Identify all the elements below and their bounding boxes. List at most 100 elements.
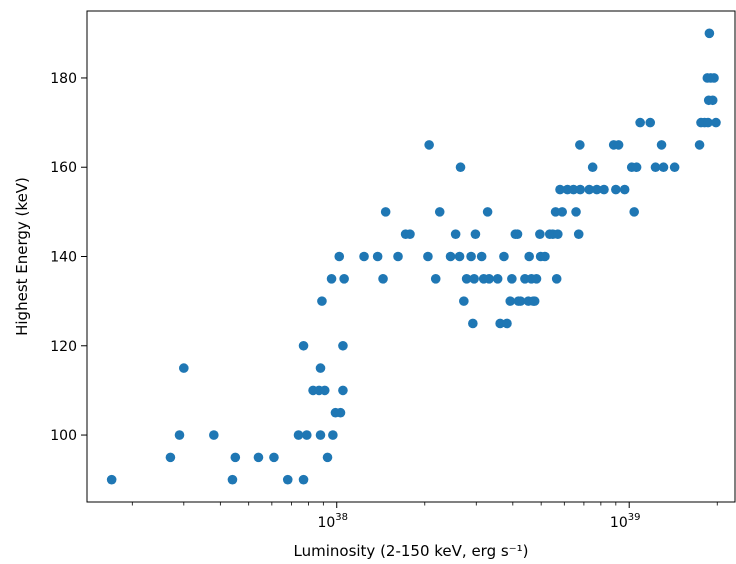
data-point: [317, 296, 327, 306]
data-point: [584, 184, 595, 195]
data-point: [707, 95, 718, 106]
data-point: [535, 229, 545, 239]
data-point: [492, 274, 503, 284]
data-point: [469, 274, 479, 284]
data-point: [165, 452, 176, 463]
y-tick-label: 180: [50, 71, 77, 87]
data-point: [378, 274, 388, 284]
data-point: [635, 117, 645, 128]
data-point: [669, 162, 680, 173]
data-point: [555, 184, 565, 195]
data-point: [505, 296, 516, 306]
data-point: [482, 207, 493, 217]
y-axis-ticks: 100 120 140 160 180: [50, 71, 87, 444]
data-point: [430, 274, 441, 284]
data-point: [658, 162, 669, 173]
data-point: [656, 140, 667, 150]
data-point: [338, 340, 348, 351]
y-tick-label: 100: [50, 428, 77, 444]
data-point: [380, 207, 391, 217]
data-point: [619, 184, 630, 195]
data-point: [468, 318, 478, 329]
data-point: [359, 251, 369, 262]
data-point: [454, 251, 465, 262]
data-point: [445, 251, 456, 262]
y-tick-label: 160: [50, 160, 77, 176]
data-point: [573, 229, 584, 239]
data-point: [529, 296, 540, 306]
data-point: [301, 430, 312, 440]
data-point: [174, 430, 185, 440]
data-point: [319, 385, 330, 396]
data-point: [587, 162, 598, 173]
data-point: [230, 452, 241, 463]
data-point: [631, 162, 642, 173]
data-point: [484, 274, 494, 284]
data-point: [550, 207, 561, 217]
data-point: [338, 385, 348, 396]
data-point: [282, 474, 293, 485]
data-point: [455, 162, 466, 173]
data-point: [393, 251, 403, 262]
data-point: [611, 184, 621, 195]
plot-frame: [86, 10, 736, 503]
data-point: [613, 140, 624, 150]
data-point: [459, 296, 469, 306]
data-point: [372, 251, 383, 262]
data-point: [315, 430, 326, 440]
x-tick-label: 1039: [610, 512, 641, 531]
data-point: [553, 229, 563, 239]
data-point: [209, 430, 219, 440]
data-point: [269, 452, 279, 463]
data-point: [322, 452, 333, 463]
data-point: [551, 274, 562, 284]
data-point: [711, 117, 721, 128]
data-point: [326, 274, 337, 284]
data-point: [502, 318, 512, 329]
data-point: [704, 28, 715, 39]
data-point: [466, 251, 476, 262]
data-point: [531, 274, 542, 284]
data-point: [507, 274, 517, 284]
data-point: [599, 184, 609, 195]
data-point: [298, 340, 309, 351]
data-point: [512, 229, 523, 239]
data-point: [106, 474, 117, 485]
data-point: [293, 430, 304, 440]
x-axis-ticks: 1038 1039: [317, 502, 640, 531]
data-point: [515, 296, 526, 306]
data-point: [328, 430, 338, 440]
data-point: [298, 474, 309, 485]
data-point: [575, 184, 586, 195]
data-point: [450, 229, 461, 239]
data-point: [592, 184, 602, 195]
data-point: [335, 407, 346, 418]
data-point: [315, 363, 326, 373]
data-point: [568, 184, 579, 195]
data-point: [645, 117, 656, 128]
data-point: [434, 207, 445, 217]
x-minor-ticks: [131, 502, 718, 506]
x-axis-label: Luminosity (2-150 keV, erg s⁻¹): [294, 542, 529, 560]
data-point: [629, 207, 639, 217]
data-point: [476, 251, 487, 262]
data-point: [499, 251, 509, 262]
y-axis-label: Highest Energy (keV): [13, 177, 31, 336]
data-point: [253, 452, 264, 463]
data-point: [557, 207, 567, 217]
data-point: [405, 229, 415, 239]
data-points: [106, 28, 721, 485]
data-point: [339, 274, 349, 284]
data-point: [650, 162, 661, 173]
data-point: [709, 73, 719, 83]
y-tick-label: 140: [50, 250, 77, 266]
data-point: [524, 251, 534, 262]
data-point: [423, 251, 433, 262]
data-point: [571, 207, 581, 217]
data-point: [694, 140, 705, 150]
data-point: [540, 251, 550, 262]
data-point: [227, 474, 238, 485]
data-point: [334, 251, 345, 262]
data-point: [575, 140, 585, 150]
